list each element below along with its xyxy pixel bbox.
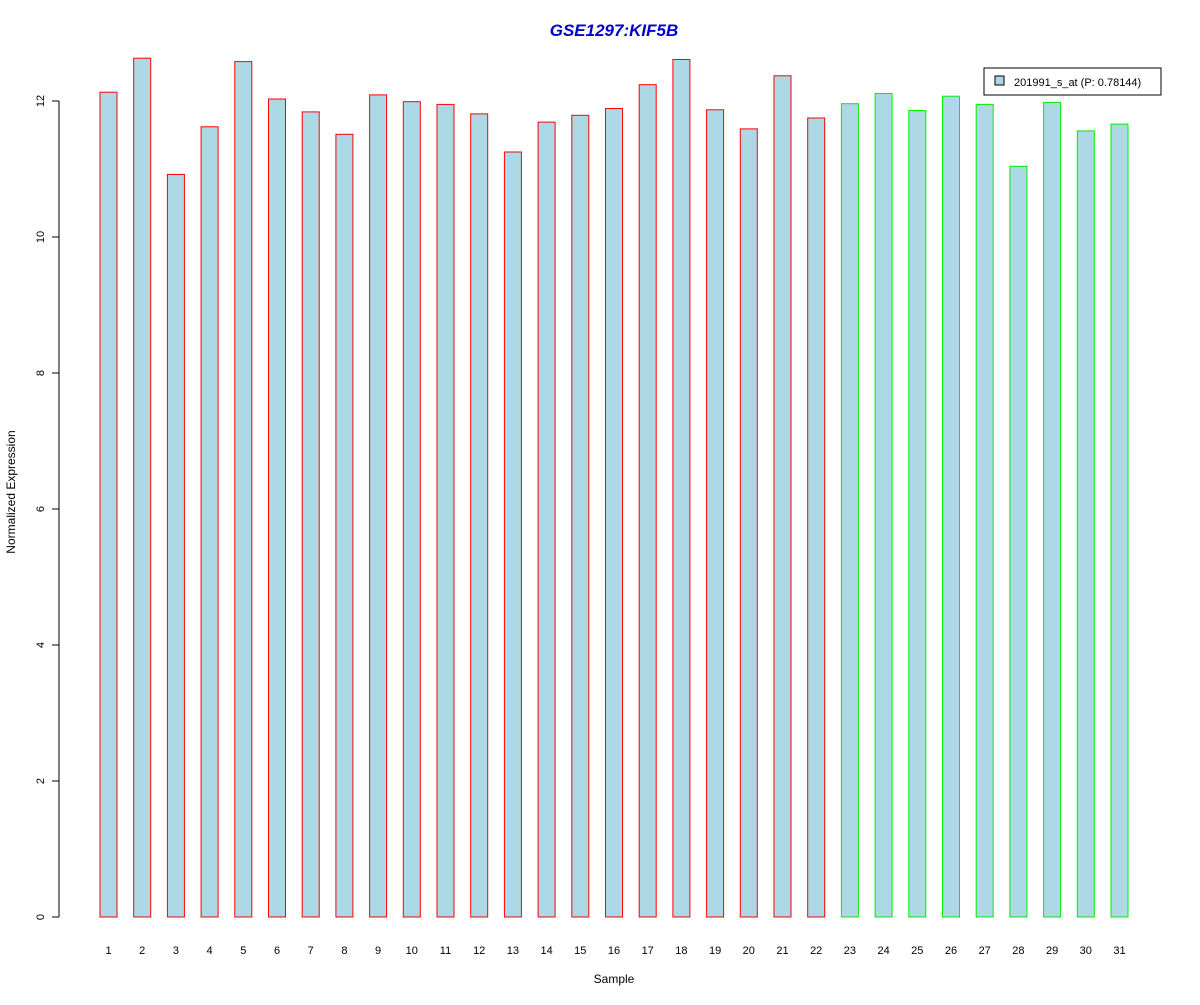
legend-box <box>983 67 1162 96</box>
bar-sample-16 <box>605 108 623 918</box>
bar-sample-12 <box>470 113 489 918</box>
x-tick-label-15: 15 <box>574 945 586 957</box>
x-tick-label-26: 26 <box>945 945 957 957</box>
y-axis: 0 2 4 6 8 10 12 <box>35 95 60 920</box>
x-tick-label-31: 31 <box>1113 945 1125 957</box>
bar-sample-25 <box>908 110 927 918</box>
bar-sample-22 <box>807 117 826 918</box>
x-tick-label-24: 24 <box>877 945 889 957</box>
x-tick-label-20: 20 <box>743 945 755 957</box>
bar-sample-21 <box>773 75 792 918</box>
y-tick-label-4: 4 <box>35 642 47 648</box>
bar-sample-18 <box>672 59 691 918</box>
bar-sample-2 <box>133 57 152 918</box>
bar-sample-4 <box>200 126 219 918</box>
y-tick-label-12: 12 <box>35 95 47 107</box>
x-tick-label-27: 27 <box>979 945 991 957</box>
bar-sample-6 <box>268 98 286 918</box>
x-tick-labels: 1 2 3 4 5 6 7 8 9 10 11 12 13 14 15 16 17 18 19 20 21 22 23 24 2… <box>105 945 1125 957</box>
x-tick-label-4: 4 <box>207 945 213 957</box>
x-tick-label-30: 30 <box>1080 945 1092 957</box>
bar-sample-5 <box>234 61 253 918</box>
bar-sample-7 <box>301 111 320 918</box>
x-tick-label-9: 9 <box>375 945 381 957</box>
x-tick-label-22: 22 <box>810 945 822 957</box>
x-tick-label-17: 17 <box>642 945 654 957</box>
x-tick-label-19: 19 <box>709 945 721 957</box>
x-tick-label-5: 5 <box>240 945 246 957</box>
x-tick-label-3: 3 <box>173 945 179 957</box>
bar-sample-11 <box>436 103 455 918</box>
bar-sample-13 <box>503 151 522 918</box>
x-tick-label-12: 12 <box>473 945 485 957</box>
bar-sample-31 <box>1110 123 1129 918</box>
x-tick-label-2: 2 <box>139 945 145 957</box>
bar-sample-23 <box>840 103 859 918</box>
bar-sample-19 <box>706 109 725 918</box>
x-tick-label-23: 23 <box>844 945 856 957</box>
x-tick-label-8: 8 <box>341 945 347 957</box>
y-axis-title: Normalized Expression <box>4 430 18 553</box>
bar-sample-29 <box>1043 101 1062 918</box>
y-tick-label-8: 8 <box>35 370 47 376</box>
bar-sample-3 <box>166 173 185 918</box>
x-tick-label-28: 28 <box>1012 945 1024 957</box>
y-tick-label-2: 2 <box>35 778 47 784</box>
legend-label: 201991_s_at (P: 0.78144) <box>1014 77 1141 89</box>
bar-sample-14 <box>537 121 556 918</box>
x-tick-label-11: 11 <box>440 945 451 957</box>
x-tick-label-1: 1 <box>105 945 111 957</box>
y-tick-label-6: 6 <box>35 506 47 512</box>
bar-sample-15 <box>571 114 590 918</box>
y-tick-label-10: 10 <box>35 231 47 243</box>
x-tick-label-25: 25 <box>911 945 923 957</box>
bar-sample-9 <box>369 94 388 918</box>
bar-sample-1 <box>99 91 118 918</box>
bar-sample-24 <box>874 93 893 918</box>
bar-sample-10 <box>402 101 421 918</box>
y-tick-label-0: 0 <box>35 914 47 920</box>
bar-sample-27 <box>975 103 994 918</box>
x-axis-title: Sample <box>594 972 635 986</box>
bar-sample-30 <box>1076 130 1095 918</box>
bar-sample-28 <box>1009 165 1028 918</box>
bar-sample-8 <box>335 133 354 918</box>
x-tick-label-18: 18 <box>675 945 687 957</box>
chart-title: GSE1297:KIF5B <box>550 21 679 40</box>
bar-sample-26 <box>942 95 960 918</box>
bars-layer <box>99 57 1129 918</box>
bar-sample-17 <box>638 84 657 918</box>
x-tick-label-14: 14 <box>540 945 552 957</box>
legend-swatch <box>994 75 1005 86</box>
x-tick-label-13: 13 <box>507 945 519 957</box>
legend: 201991_s_at (P: 0.78144) <box>983 67 1162 96</box>
bar-sample-20 <box>739 128 758 918</box>
x-tick-label-6: 6 <box>274 945 280 957</box>
x-tick-label-10: 10 <box>406 945 418 957</box>
x-tick-label-7: 7 <box>308 945 314 957</box>
x-tick-label-16: 16 <box>608 945 620 957</box>
x-tick-label-29: 29 <box>1046 945 1058 957</box>
x-tick-label-21: 21 <box>776 945 788 957</box>
